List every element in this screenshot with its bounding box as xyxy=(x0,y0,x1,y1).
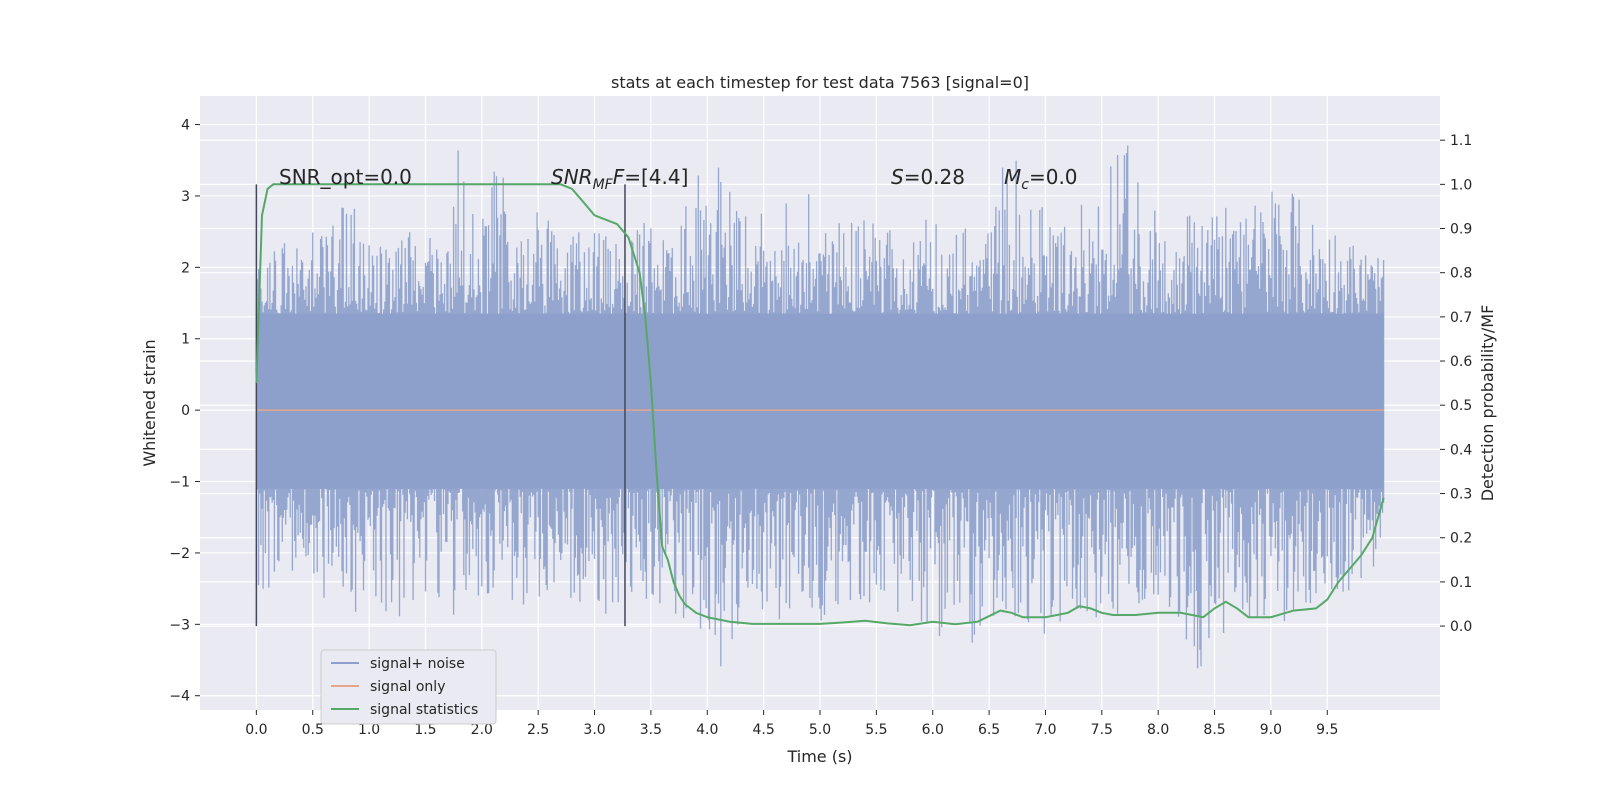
x-axis-label: Time (s) xyxy=(786,747,852,766)
legend-label-signal-statistics: signal statistics xyxy=(370,702,478,718)
annotation-snr-mf-label: SNR xyxy=(551,165,593,189)
x-tick-label-4: 2.0 xyxy=(471,722,493,738)
annotation-snr-mf-f: F xyxy=(613,165,625,189)
y-right-tick-label-8: 0.8 xyxy=(1450,266,1472,282)
y-right-tick-label-11: 1.1 xyxy=(1450,133,1472,149)
x-tick-label-2: 1.0 xyxy=(358,722,380,738)
x-tick-label-16: 8.0 xyxy=(1147,722,1169,738)
y-axis-label-right: Detection probability/MF xyxy=(1478,305,1497,502)
x-tick-label-15: 7.5 xyxy=(1091,722,1113,738)
annotation-mc-label: M xyxy=(1004,165,1021,189)
x-tick-label-9: 4.5 xyxy=(753,722,775,738)
annotation-mc-sub: c xyxy=(1021,177,1029,193)
y-left-tick-label-0: −4 xyxy=(169,689,190,705)
y-right-tick-label-6: 0.6 xyxy=(1450,354,1472,370)
x-tick-label-13: 6.5 xyxy=(978,722,1000,738)
y-left-tick-label-7: 3 xyxy=(181,189,190,205)
annotation-snr-mf: SNRMFF=[4.4] xyxy=(551,165,688,193)
x-tick-label-11: 5.5 xyxy=(865,722,887,738)
y-right-tick-label-0: 0.0 xyxy=(1450,619,1472,635)
x-tick-label-0: 0.0 xyxy=(245,722,267,738)
y-right-tick-label-7: 0.7 xyxy=(1450,310,1472,326)
x-tick-label-10: 5.0 xyxy=(809,722,831,738)
y-left-tick-label-2: −2 xyxy=(169,546,190,562)
x-tick-label-19: 9.5 xyxy=(1316,722,1338,738)
x-tick-label-6: 3.0 xyxy=(583,722,605,738)
legend-label-signal-only: signal only xyxy=(370,679,445,695)
legend: signal+ noise signal only signal statist… xyxy=(320,649,497,725)
chart-title: stats at each timestep for test data 756… xyxy=(611,73,1029,92)
annotation-s-label: S xyxy=(891,165,904,189)
y-left-tick-label-8: 4 xyxy=(181,118,190,134)
x-tick-label-7: 3.5 xyxy=(640,722,662,738)
annotation-snr-mf-sub: MF xyxy=(593,177,614,193)
x-tick-label-14: 7.0 xyxy=(1034,722,1056,738)
y-left-tick-label-1: −3 xyxy=(169,617,190,633)
y-right-tick-label-3: 0.3 xyxy=(1450,487,1472,503)
x-tick-label-5: 2.5 xyxy=(527,722,549,738)
x-tick-label-8: 4.0 xyxy=(696,722,718,738)
x-tick-label-18: 9.0 xyxy=(1260,722,1282,738)
y-axis-label-left: Whitened strain xyxy=(140,339,159,466)
annotation-s-value: =0.28 xyxy=(904,165,965,189)
series-signal-statistics xyxy=(255,183,1385,627)
y-right-tick-label-5: 0.5 xyxy=(1450,398,1472,414)
annotation-s: S=0.28 xyxy=(891,165,965,189)
y-left-tick-label-5: 1 xyxy=(181,332,190,348)
annotation-mc-value: =0.0 xyxy=(1029,165,1078,189)
x-tick-label-12: 6.0 xyxy=(922,722,944,738)
y-left-tick-label-3: −1 xyxy=(169,475,190,491)
annotation-mc: Mc=0.0 xyxy=(1004,165,1078,193)
series-signal-noise xyxy=(255,145,1385,669)
y-right-tick-label-1: 0.1 xyxy=(1450,575,1472,591)
y-right-tick-label-10: 1.0 xyxy=(1450,177,1472,193)
legend-label-signal-noise: signal+ noise xyxy=(370,656,465,672)
tick-labels: 0.0 0.5 1.0 1.5 2.0 2.5 3.0 3.5 4.0 4.5 5.0 5.5 6.0 6… xyxy=(169,118,1472,738)
annotation-snr-mf-value: =[4.4] xyxy=(624,165,688,189)
y-right-tick-label-4: 0.4 xyxy=(1450,442,1472,458)
y-right-tick-label-2: 0.2 xyxy=(1450,531,1472,547)
y-left-tick-label-4: 0 xyxy=(181,403,190,419)
noise-core-band xyxy=(256,313,1384,489)
annotation-snr-opt: SNR_opt=0.0 xyxy=(279,165,412,189)
legend-box xyxy=(320,649,497,725)
signal-statistics-line xyxy=(255,183,1385,627)
vertical-markers xyxy=(255,184,626,627)
x-tick-label-3: 1.5 xyxy=(414,722,436,738)
y-right-tick-label-9: 0.9 xyxy=(1450,222,1472,238)
x-tick-label-17: 8.5 xyxy=(1203,722,1225,738)
x-tick-label-1: 0.5 xyxy=(302,722,324,738)
y-left-tick-label-6: 2 xyxy=(181,260,190,276)
